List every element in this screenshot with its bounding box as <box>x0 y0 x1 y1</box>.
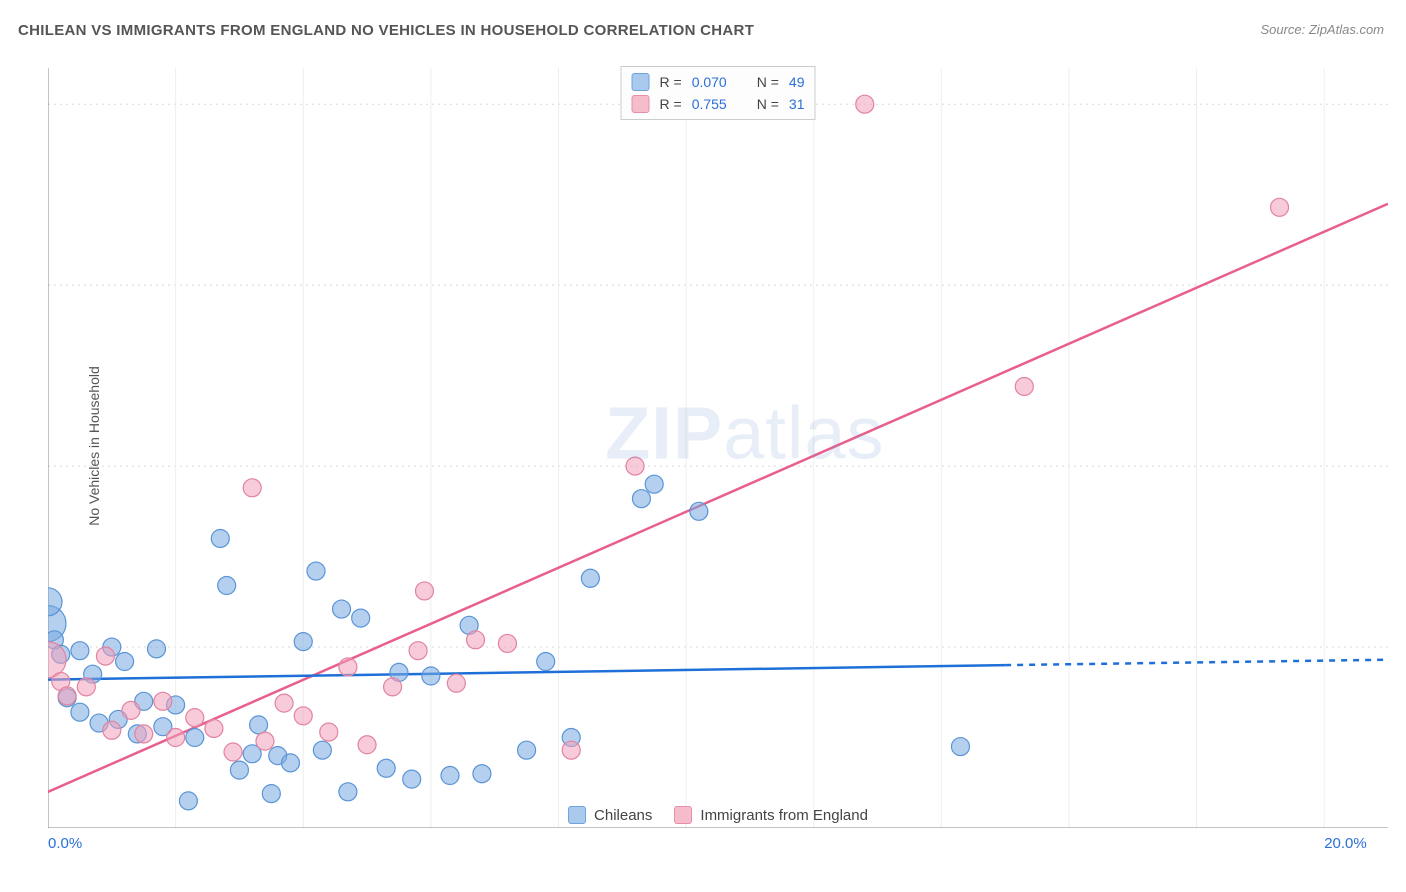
x-tick-label: 0.0% <box>48 835 82 852</box>
legend-r-value: 0.755 <box>692 96 727 112</box>
legend-r-label: R = <box>660 96 682 112</box>
legend-n-label: N = <box>757 74 779 90</box>
legend-series-item: Immigrants from England <box>674 806 868 824</box>
legend-n-value: 31 <box>789 96 805 112</box>
legend-correlation-row: R = 0.755 N = 31 <box>632 93 805 115</box>
legend-swatch <box>674 806 692 824</box>
x-tick-label: 20.0% <box>1324 835 1367 852</box>
legend-swatch <box>568 806 586 824</box>
legend-r-value: 0.070 <box>692 74 727 90</box>
legend-r-label: R = <box>660 74 682 90</box>
plot-area: ZIPatlas R =0.070N =49R =0.755N =31 Chil… <box>48 68 1388 828</box>
legend-swatch <box>632 73 650 91</box>
legend-swatch <box>632 95 650 113</box>
chart-container: CHILEAN VS IMMIGRANTS FROM ENGLAND NO VE… <box>0 0 1406 892</box>
legend-n-value: 49 <box>789 74 805 90</box>
legend-series-label: Immigrants from England <box>700 807 868 824</box>
legend-series-item: Chileans <box>568 806 652 824</box>
legend-n-label: N = <box>757 96 779 112</box>
scatter-plot <box>48 68 1388 828</box>
legend-series-label: Chileans <box>594 807 652 824</box>
legend-series: Chileans Immigrants from England <box>568 806 868 824</box>
legend-correlation-row: R = 0.070 N = 49 <box>632 71 805 93</box>
legend-correlation: R = 0.070 N = 49 R = 0.755 N = 31 <box>621 66 816 120</box>
chart-title: CHILEAN VS IMMIGRANTS FROM ENGLAND NO VE… <box>18 22 754 39</box>
source-label: Source: ZipAtlas.com <box>1260 22 1384 37</box>
